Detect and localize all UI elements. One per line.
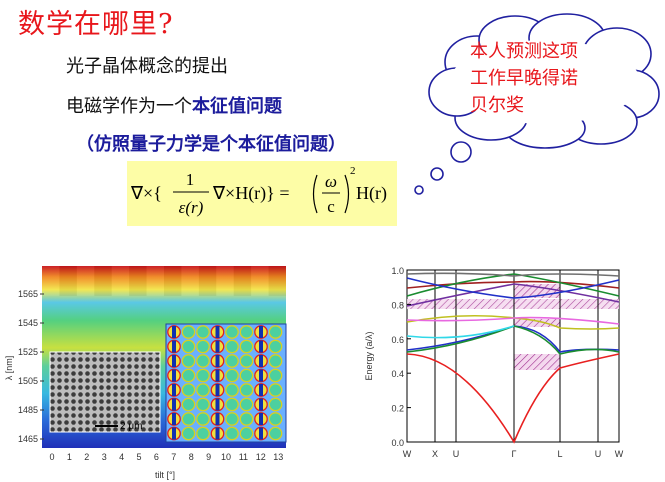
left-ytick-label: 1525	[18, 347, 38, 357]
left-xtick-label: 4	[119, 452, 124, 462]
bullet-line-2: 电磁学作为一个本征值问题	[66, 92, 282, 118]
band-xtick-label: W	[403, 449, 412, 459]
left-ytick-label: 1545	[18, 318, 38, 328]
eq-omega: ω	[325, 172, 337, 191]
band-ytick-label: 0.0	[391, 438, 404, 448]
equation-box: ∇×{ 1 ε(r) ∇×H(r)} = ω c 2 H(r)	[127, 161, 397, 226]
eq-frac-numerator: 1	[186, 170, 195, 189]
band-ytick-label: 0.2	[391, 404, 404, 414]
band-ytick-label: 0.8	[391, 300, 404, 310]
eq-middle: ∇×H(r)} =	[212, 183, 289, 204]
thought-bubble-text: 本人预测这项 工作早晚得诺 贝尔奖	[470, 38, 620, 119]
thought-bubble	[414, 13, 660, 195]
eq-nabla-cross: ∇×{	[130, 183, 162, 203]
band-ytick-label: 1.0	[391, 266, 404, 276]
left-ytick-label: 1505	[18, 376, 38, 386]
left-ytick-label: 1485	[18, 405, 38, 415]
left-xtick-label: 7	[171, 452, 176, 462]
bullet-line-3: （仿照量子力学是个本征值问题）	[76, 134, 346, 155]
eq-frac-denominator: ε(r)	[179, 198, 204, 217]
band-ytick-label: 0.6	[391, 335, 404, 345]
left-ytick-label: 1565	[18, 289, 38, 299]
scale-bar-label: 2 μm	[120, 421, 142, 432]
bubble-line-2: 工作早晚得诺	[470, 68, 578, 89]
band-xtick-label: U	[595, 449, 602, 459]
band-xtick-label: U	[453, 449, 460, 459]
left-xtick-label: 1	[67, 452, 72, 462]
left-xtick-label: 11	[239, 452, 248, 462]
right-ylabel: Energy (a/λ)	[364, 331, 374, 380]
eigen-equation: ∇×{ 1 ε(r) ∇×H(r)} = ω c 2 H(r)	[130, 165, 387, 217]
left-ytick-label: 1465	[18, 434, 38, 444]
band-xtick-label: L	[557, 449, 562, 459]
left-xtick-label: 2	[84, 452, 89, 462]
left-xtick-label: 0	[49, 452, 54, 462]
slide-title: 数学在哪里?	[18, 9, 174, 40]
left-ylabel: λ [nm]	[4, 356, 14, 381]
eq-rhs: H(r)	[356, 183, 387, 204]
bullet-line-1: 光子晶体概念的提出	[66, 56, 228, 77]
left-xtick-label: 5	[136, 452, 141, 462]
band-xtick-label: W	[615, 449, 624, 459]
band-structure-plot: 0.0 0.2 0.4 0.6 0.8 1.0 W X U Γ L U W Energy (a/λ)	[364, 266, 624, 459]
bubble-line-1: 本人预测这项	[470, 41, 578, 62]
left-xtick-label: 3	[102, 452, 107, 462]
left-xtick-label: 10	[221, 452, 231, 462]
eq-exponent: 2	[350, 165, 356, 177]
band-ytick-label: 0.4	[391, 369, 404, 379]
left-xtick-label: 8	[189, 452, 194, 462]
bubble-line-3: 贝尔奖	[470, 95, 524, 116]
bullet-line-2-prefix: 电磁学作为一个	[66, 96, 192, 117]
left-xtick-label: 6	[154, 452, 159, 462]
band-xtick-label: X	[432, 449, 438, 459]
left-xtick-label: 12	[256, 452, 266, 462]
eigenvalue-keyword: 本征值问题	[192, 96, 282, 117]
eq-c: c	[327, 197, 335, 216]
left-xlabel: tilt [°]	[155, 470, 175, 480]
band-xtick-label: Γ	[512, 449, 517, 459]
left-xtick-label: 9	[206, 452, 211, 462]
left-xtick-label: 13	[273, 452, 283, 462]
